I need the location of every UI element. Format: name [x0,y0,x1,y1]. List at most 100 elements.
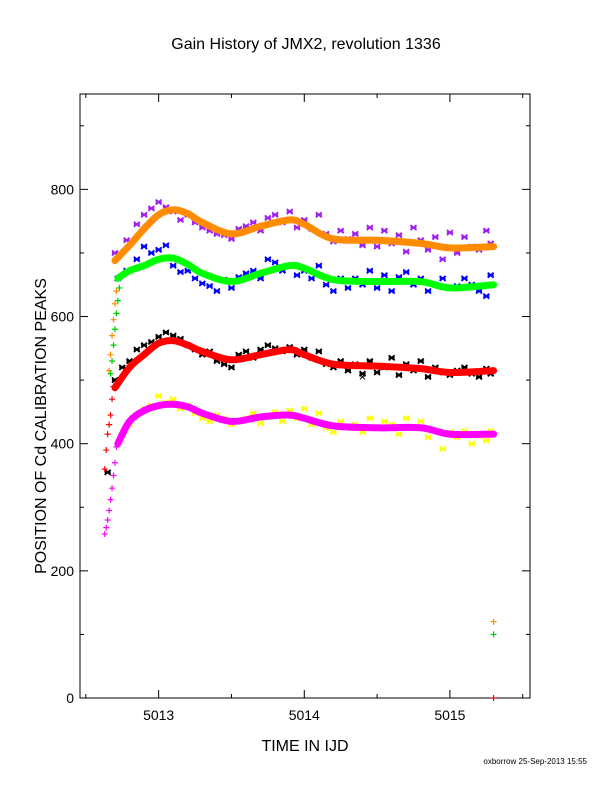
data-point-star [395,430,403,438]
data-point-star [322,281,330,288]
data-point-plus [111,326,118,333]
data-point-plus [107,412,114,419]
data-point-star [482,227,490,234]
data-point-star [307,275,316,282]
data-point-star [351,230,359,238]
data-point-plus [110,316,117,323]
data-point-plus [109,358,116,365]
y-tick-label: 400 [51,436,75,452]
data-point-star [424,287,432,295]
data-point-plus [107,496,114,503]
data-point-plus [106,421,113,428]
x-tick-label: 5014 [289,707,320,723]
data-point-star [417,418,425,425]
data-point-star [439,256,447,263]
data-point-x [228,364,235,371]
data-point-star [329,429,337,436]
data-point-star [482,292,490,300]
data-point-star [431,233,439,241]
data-point-star [155,198,163,206]
data-point-star [395,371,403,379]
y-tick-label: 800 [51,181,75,197]
data-point-star [460,233,469,241]
data-point-star [315,409,323,417]
data-point-plus [103,447,110,454]
data-point-star [337,227,345,234]
data-point-plus [106,507,113,514]
data-point-plus [101,466,108,473]
data-point-star [373,369,381,376]
data-point-star [402,415,410,422]
data-point-star [380,418,388,425]
data-point-star [133,221,141,228]
data-point-star [147,249,155,257]
data-point-star [147,205,155,212]
data-point-star [140,341,148,349]
data-point-plus [110,472,117,479]
data-point-plus [116,284,123,291]
fit-curve [111,337,498,392]
data-point-star [388,287,396,295]
data-point-star [373,243,381,250]
data-point-plus [107,370,114,377]
data-point-plus [109,332,116,339]
data-point-star [176,268,185,276]
data-point-plus [490,631,497,638]
y-tick-label: 600 [51,309,75,325]
x-tick-label: 5015 [434,707,465,723]
x-axis-label: TIME IN IJD [261,738,349,755]
data-point-plus [114,297,121,304]
chart-title: Gain History of JMX2, revolution 1336 [171,36,441,53]
data-point-star [315,211,323,218]
data-point-star [439,275,447,282]
data-point-star [271,259,279,266]
data-point-star [329,287,337,295]
data-point-star [140,211,148,218]
data-point-star [487,272,495,279]
data-point-star [460,275,469,282]
data-point-star [162,329,170,336]
data-point-x [359,374,366,380]
data-point-star [264,341,272,349]
data-point-star [380,227,388,234]
data-point-plus [104,516,111,523]
data-point-plus [109,485,116,492]
data-point-star [155,392,163,400]
data-point-star [249,219,257,226]
data-point-star [286,208,294,215]
fit-curves [111,206,498,448]
data-point-star [402,268,410,276]
plot-frame [79,93,531,699]
data-point-star [439,445,447,452]
data-point-star [271,211,279,218]
axes: 0 200 400 600 800 5013 5014 5015 [51,94,530,723]
data-point-star [133,256,141,263]
data-point-star [315,262,323,269]
data-point-star [482,437,490,444]
data-point-star [242,348,250,355]
data-point-star [264,214,272,222]
fit-curve [114,254,498,292]
data-points [101,198,497,701]
data-point-star [395,231,403,239]
data-point-plus [110,342,117,349]
data-point-star [366,415,374,422]
data-point-star [213,287,221,295]
fit-curve [111,206,498,265]
data-point-star [373,284,381,292]
data-point-star [424,434,432,441]
data-point-plus [111,459,118,466]
y-tick-label: 0 [66,690,74,706]
data-point-plus [103,524,110,531]
fit-curve [114,400,498,448]
data-point-star [366,267,374,274]
data-point-star [366,224,374,231]
data-point-plus [113,288,120,295]
data-point-plus [101,530,108,537]
data-point-star [155,246,163,253]
data-point-star [417,357,425,365]
y-tick-label: 200 [51,563,75,579]
data-point-star [402,248,410,255]
data-point-star [133,346,141,353]
footer-credit: oxborrow 25-Sep-2013 15:55 [483,757,587,766]
